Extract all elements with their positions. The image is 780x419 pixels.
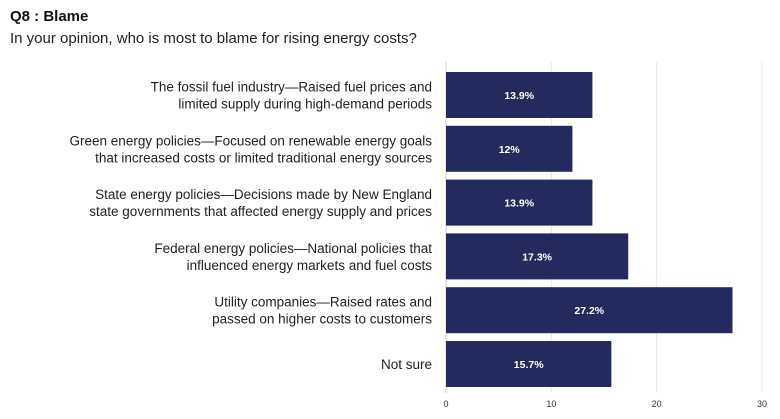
category-label-line: influenced energy markets and fuel costs: [187, 258, 433, 273]
question-subtitle: In your opinion, who is most to blame fo…: [10, 30, 417, 47]
category-label-line: limited supply during high-demand period…: [178, 97, 432, 112]
bar-value-label: 13.9%: [504, 90, 534, 102]
bar-value-label: 15.7%: [514, 359, 544, 371]
bar-value-label: 13.9%: [504, 198, 534, 210]
bars: 13.9% 12% 13.9% 17.3% 27.2% 15.7%: [446, 72, 733, 387]
category-label-line: that increased costs or limited traditio…: [95, 150, 432, 165]
x-tick-label: 20: [652, 399, 662, 409]
category-label: Not sure: [381, 357, 432, 372]
category-labels: The fossil fuel industry—Raised fuel pri…: [70, 80, 433, 373]
x-tick-label: 30: [757, 399, 767, 409]
category-label-line: state governments that affected energy s…: [89, 204, 432, 219]
bar-value-label: 12%: [499, 144, 521, 156]
bar: [446, 233, 629, 280]
x-tick-label: 10: [546, 399, 556, 409]
x-axis-ticks: 0 10 20 30: [443, 399, 767, 409]
category-label-line: Utility companies—Raised rates and: [214, 295, 432, 310]
category-label-line: Not sure: [381, 357, 432, 372]
bar: [446, 287, 733, 334]
bar: [446, 341, 612, 387]
x-tick-label: 0: [443, 399, 448, 409]
category-label: Federal energy policies—National policie…: [154, 241, 432, 273]
bar-value-label: 17.3%: [522, 251, 552, 263]
question-title: Q8 : Blame: [10, 8, 89, 25]
category-label-line: Green energy policies—Focused on renewab…: [70, 133, 433, 148]
category-label: Utility companies—Raised rates and passed…: [212, 295, 432, 327]
category-label-line: passed on higher costs to customers: [212, 312, 432, 327]
category-label-line: Federal energy policies—National policie…: [154, 241, 432, 256]
category-label: Green energy policies—Focused on renewab…: [70, 133, 433, 165]
bar: [446, 125, 573, 172]
bar-value-label: 27.2%: [574, 305, 604, 317]
bar: [446, 179, 593, 226]
category-label-line: The fossil fuel industry—Raised fuel pri…: [151, 80, 432, 95]
category-label-line: State energy policies—Decisions made by …: [95, 187, 432, 202]
bar: [446, 72, 593, 118]
category-label: The fossil fuel industry—Raised fuel pri…: [151, 80, 433, 112]
category-label: State energy policies—Decisions made by …: [89, 187, 432, 219]
